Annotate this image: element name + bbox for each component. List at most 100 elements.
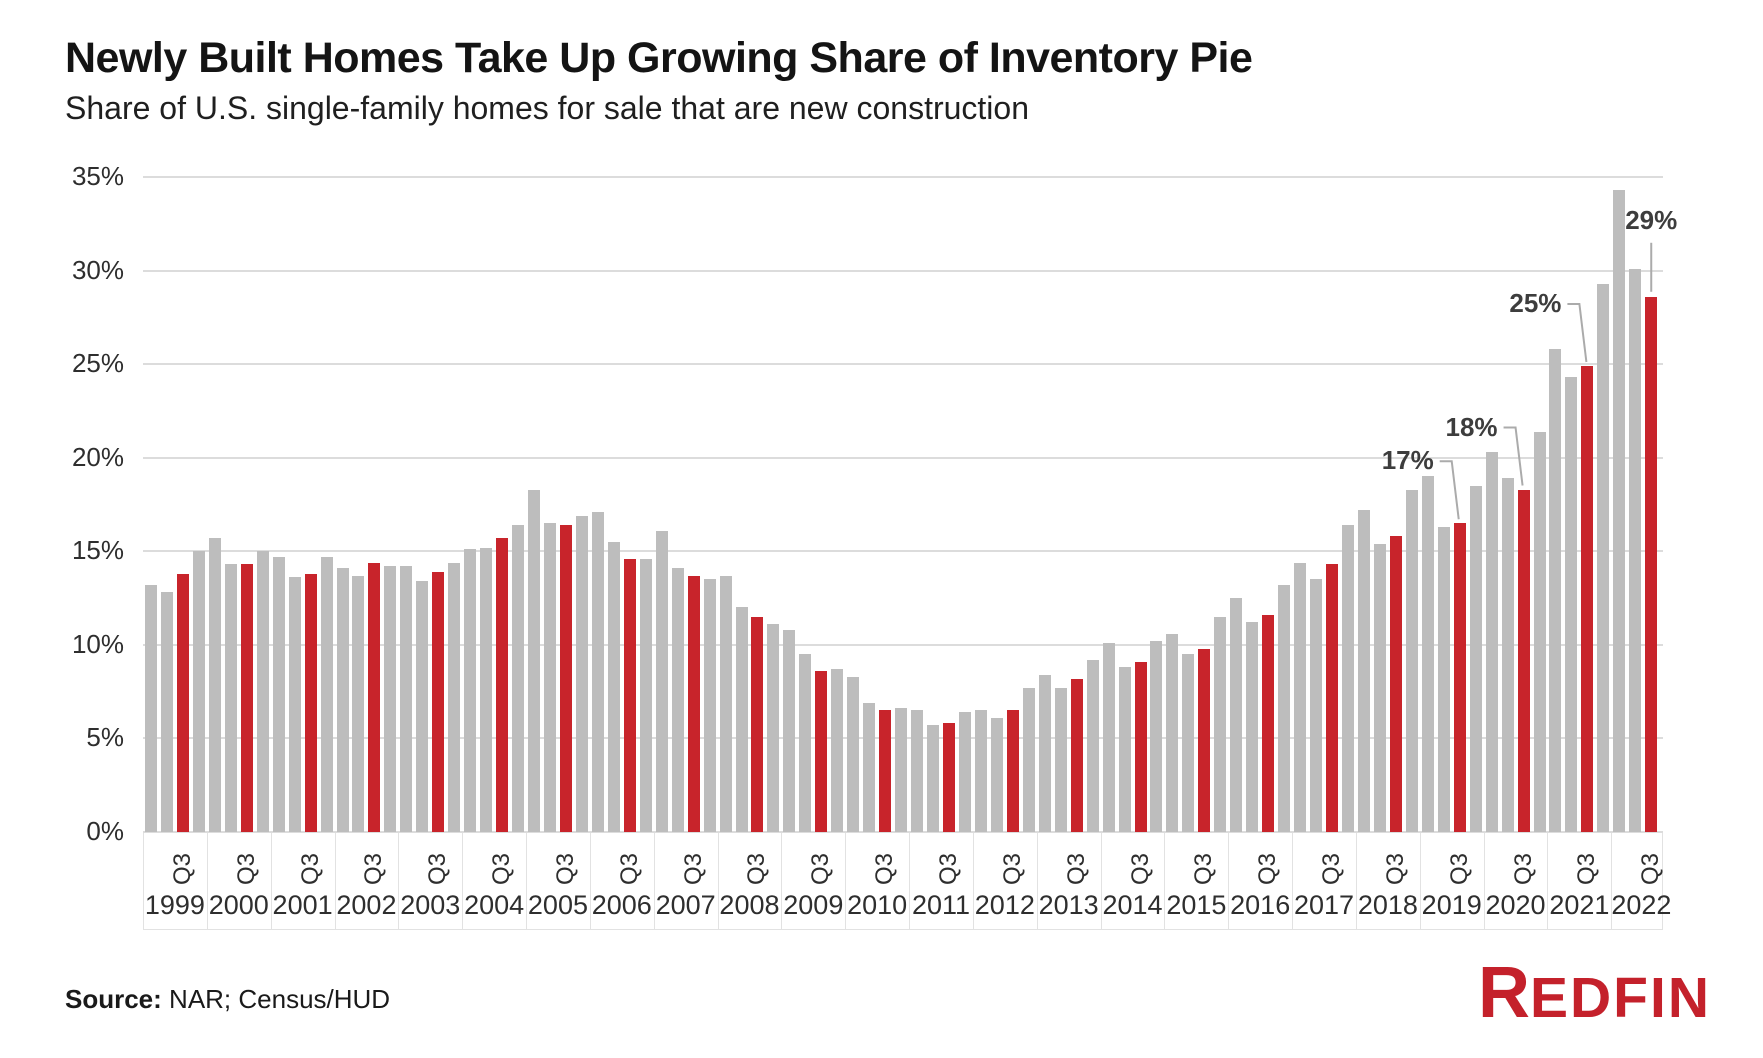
x-axis-year-label-2021: 2021 bbox=[1549, 890, 1610, 920]
bar-2007-q2 bbox=[671, 568, 684, 832]
x-axis-year-cell-1999 bbox=[143, 833, 207, 930]
bar-2009-q4 bbox=[831, 669, 844, 832]
bar-2004-q3 bbox=[496, 538, 509, 832]
annotation-label-29pct: 29% bbox=[1625, 204, 1678, 235]
bar-2020-q3 bbox=[1517, 489, 1530, 832]
bar-2013-q3 bbox=[1070, 678, 1083, 832]
bar-2003-q1 bbox=[400, 566, 413, 832]
bar-2005-q3 bbox=[559, 525, 572, 832]
bar-2018-q1 bbox=[1357, 510, 1370, 832]
bar-2001-q2 bbox=[288, 577, 301, 832]
bar-2016-q1 bbox=[1230, 598, 1243, 832]
y-axis-tick-label-35%: 35% bbox=[71, 161, 124, 191]
x-axis-year-label-2009: 2009 bbox=[783, 890, 844, 920]
bar-2002-q3 bbox=[368, 562, 381, 832]
gridline-20% bbox=[143, 456, 1663, 459]
redfin-logo-letters-edfin: EDFIN bbox=[1530, 966, 1711, 1030]
bar-2021-q1 bbox=[1549, 349, 1562, 832]
y-axis-tick-label-25%: 25% bbox=[71, 348, 124, 379]
bar-2021-q3 bbox=[1581, 366, 1594, 832]
bar-2019-q1 bbox=[1421, 476, 1434, 832]
bar-2005-q4 bbox=[575, 515, 588, 832]
x-axis-year-label-2006: 2006 bbox=[591, 890, 652, 920]
x-axis-year-cell-2011 bbox=[909, 833, 973, 930]
x-axis-year-label-2002: 2002 bbox=[336, 890, 397, 920]
x-axis-year-label-2020: 2020 bbox=[1485, 890, 1546, 920]
bar-2004-q4 bbox=[512, 525, 525, 832]
x-axis-year-label-2014: 2014 bbox=[1102, 890, 1163, 920]
x-axis-year-cell-2021 bbox=[1547, 833, 1612, 930]
bar-2015-q4 bbox=[1214, 616, 1227, 832]
x-axis-year-cell-2016 bbox=[1228, 833, 1293, 930]
x-axis-year-label-2022: 2022 bbox=[1611, 890, 1672, 920]
bar-2012-q3 bbox=[1006, 710, 1019, 832]
bar-2007-q3 bbox=[687, 575, 700, 832]
bar-2006-q4 bbox=[639, 558, 652, 832]
bar-2014-q4 bbox=[1150, 641, 1163, 832]
bar-2017-q2 bbox=[1310, 579, 1323, 832]
x-axis-year-cell-2006 bbox=[589, 833, 654, 930]
x-axis-year-cell-2022 bbox=[1611, 833, 1663, 930]
bar-2012-q1 bbox=[974, 710, 987, 832]
bar-2010-q2 bbox=[863, 702, 876, 832]
bar-1999-q1 bbox=[145, 584, 157, 832]
bar-2011-q3 bbox=[943, 723, 955, 832]
bar-2014-q3 bbox=[1134, 661, 1147, 832]
bar-2003-q2 bbox=[416, 581, 429, 832]
bar-2010-q3 bbox=[879, 710, 892, 832]
bar-2004-q2 bbox=[480, 547, 493, 832]
bar-2009-q2 bbox=[799, 654, 812, 832]
redfin-logo: REDFIN bbox=[1478, 952, 1711, 1034]
bar-2000-q4 bbox=[256, 551, 269, 832]
x-axis-year-label-2012: 2012 bbox=[974, 890, 1035, 920]
x-axis-year-cell-2002 bbox=[334, 833, 399, 930]
bar-2015-q3 bbox=[1198, 648, 1211, 832]
bar-2022-q3 bbox=[1645, 296, 1658, 832]
x-axis-year-label-2008: 2008 bbox=[719, 890, 780, 920]
x-axis-year-cell-2019 bbox=[1419, 833, 1484, 930]
x-axis-year-cell-2001 bbox=[270, 833, 335, 930]
annotation-label-18pct: 18% bbox=[1445, 411, 1498, 442]
x-axis-year-label-2004: 2004 bbox=[464, 890, 525, 920]
x-axis-year-cell-2015 bbox=[1164, 833, 1229, 930]
bar-2008-q4 bbox=[767, 624, 780, 832]
bar-1999-q2 bbox=[160, 592, 173, 832]
bar-2002-q2 bbox=[352, 575, 365, 832]
x-axis-year-cell-2017 bbox=[1292, 833, 1356, 930]
bar-2016-q4 bbox=[1278, 584, 1291, 832]
bar-1999-q4 bbox=[192, 551, 205, 832]
bar-2002-q4 bbox=[384, 566, 397, 832]
bar-2011-q4 bbox=[958, 712, 971, 832]
x-axis-year-cell-2003 bbox=[398, 833, 463, 930]
bar-2016-q3 bbox=[1262, 614, 1275, 832]
x-axis-year-label-1999: 1999 bbox=[144, 890, 205, 920]
x-axis-year-cell-2007 bbox=[653, 833, 718, 930]
source-label: Source: bbox=[65, 984, 162, 1014]
y-axis-tick-label-30%: 30% bbox=[71, 254, 124, 285]
x-axis-year-label-2015: 2015 bbox=[1166, 890, 1227, 920]
bar-2005-q1 bbox=[528, 489, 541, 832]
annotation-label-25pct: 25% bbox=[1509, 288, 1562, 319]
bar-2021-q4 bbox=[1597, 283, 1610, 832]
x-axis-year-label-2019: 2019 bbox=[1421, 890, 1482, 920]
bar-2005-q2 bbox=[544, 523, 556, 832]
x-axis-year-label-2005: 2005 bbox=[527, 890, 588, 920]
bar-2006-q1 bbox=[591, 511, 604, 832]
bar-2001-q1 bbox=[272, 556, 285, 832]
gridline-15% bbox=[143, 550, 1663, 553]
bar-2002-q1 bbox=[336, 568, 349, 832]
x-axis-year-cell-2018 bbox=[1355, 833, 1420, 930]
page-title: Newly Built Homes Take Up Growing Share … bbox=[65, 34, 1253, 82]
bar-2010-q4 bbox=[895, 708, 908, 832]
bar-2000-q2 bbox=[224, 564, 237, 832]
x-axis-year-cell-2004 bbox=[462, 833, 527, 930]
bar-2006-q3 bbox=[623, 558, 636, 832]
gridline-30% bbox=[143, 269, 1663, 272]
x-axis-year-label-2007: 2007 bbox=[655, 890, 716, 920]
bar-2001-q3 bbox=[304, 573, 317, 832]
x-axis-year-cell-2010 bbox=[845, 833, 910, 930]
bar-2012-q2 bbox=[990, 717, 1003, 832]
bar-2017-q3 bbox=[1326, 564, 1339, 832]
bar-2019-q3 bbox=[1453, 523, 1466, 832]
bar-2000-q1 bbox=[208, 538, 221, 832]
